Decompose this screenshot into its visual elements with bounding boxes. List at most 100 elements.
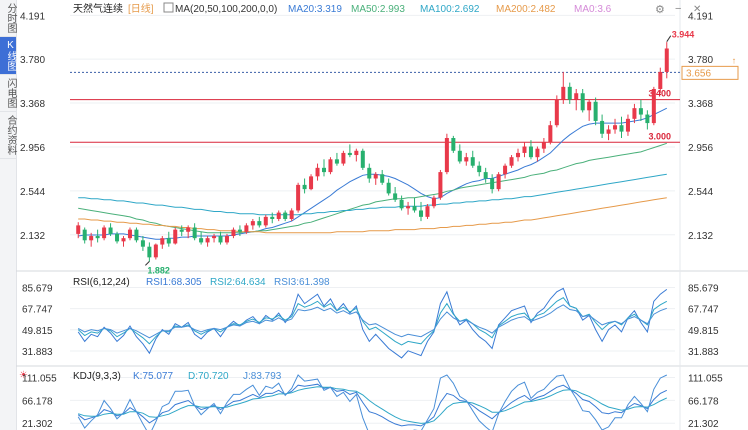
y-tick-label-left: 2.956 bbox=[20, 143, 45, 154]
candle-body bbox=[399, 199, 404, 209]
candle-body bbox=[431, 197, 436, 207]
candle-body bbox=[528, 146, 533, 158]
y-tick-label-right: 2.544 bbox=[688, 187, 713, 198]
candle-body bbox=[367, 167, 372, 179]
candle-body bbox=[496, 174, 501, 190]
candle-body bbox=[600, 120, 605, 134]
candle-body bbox=[328, 159, 333, 173]
candle-body bbox=[406, 206, 411, 209]
candle-body bbox=[477, 165, 482, 173]
candle-body bbox=[490, 178, 495, 190]
candle-body bbox=[186, 227, 191, 232]
candle-body bbox=[613, 125, 618, 130]
tab-timeshare[interactable]: 分时图 bbox=[0, 0, 16, 37]
candle-body bbox=[179, 229, 184, 232]
candle-body bbox=[289, 210, 294, 219]
indicator-line-d bbox=[78, 386, 668, 424]
candle-body bbox=[638, 108, 643, 115]
candle-body bbox=[483, 172, 488, 179]
candle-body bbox=[276, 212, 281, 219]
candle-body bbox=[522, 146, 527, 153]
indicator-line-rsi1 bbox=[77, 287, 668, 359]
current-price-label: 3.656 bbox=[686, 68, 711, 79]
y-tick-label-right: 3.780 bbox=[688, 55, 713, 66]
candle-body bbox=[334, 159, 339, 164]
candle-body bbox=[263, 216, 268, 226]
candle-body bbox=[567, 86, 572, 100]
candle-body bbox=[658, 71, 663, 89]
y-tick-label-left: 31.883 bbox=[22, 347, 53, 358]
tab-kline[interactable]: K线图 bbox=[0, 37, 16, 75]
y-tick-label-left: 3.780 bbox=[20, 55, 45, 66]
candle-body bbox=[127, 229, 132, 239]
indicator-toggle-icon[interactable] bbox=[163, 2, 174, 13]
candle-body bbox=[554, 99, 559, 126]
indicator-settings-icon[interactable]: ☀ bbox=[19, 370, 28, 381]
candle-body bbox=[237, 229, 242, 232]
ma-value-0: MA20:3.319 bbox=[288, 4, 342, 15]
candle-body bbox=[561, 86, 566, 100]
settings-icon[interactable]: ⚙ bbox=[655, 4, 665, 16]
reference-line-label: 3.000 bbox=[648, 131, 671, 141]
close-icon[interactable]: ✕ bbox=[693, 4, 701, 15]
candle-body bbox=[192, 227, 197, 239]
candle-body bbox=[347, 152, 352, 156]
indicator-value-0: RSI1:68.305 bbox=[146, 277, 202, 288]
candle-body bbox=[321, 167, 326, 173]
y-tick-label-left: 67.747 bbox=[22, 305, 53, 316]
high-label: 3.944 bbox=[672, 30, 695, 40]
candle-body bbox=[108, 227, 113, 234]
sidebar: 分时图 K线图 闪电图 合约资料 bbox=[0, 0, 17, 430]
candle-body bbox=[82, 229, 87, 241]
y-tick-label-right: 85.679 bbox=[688, 283, 719, 294]
minus-icon[interactable]: − bbox=[675, 3, 681, 15]
candle-body bbox=[574, 93, 579, 100]
y-tick-label-left: 4.191 bbox=[20, 11, 45, 22]
candle-body bbox=[302, 184, 307, 190]
y-tick-label-right: 4.191 bbox=[688, 11, 713, 22]
candle-body bbox=[309, 176, 314, 190]
ma-value-1: MA50:2.993 bbox=[351, 4, 405, 15]
ma-line-ma50 bbox=[78, 142, 667, 234]
candle-body bbox=[425, 206, 430, 217]
indicator-value-0: K:75.077 bbox=[133, 371, 173, 382]
candle-body bbox=[548, 125, 553, 143]
ma-line-ma20 bbox=[78, 107, 668, 240]
candle-body bbox=[76, 225, 81, 234]
candle-body bbox=[625, 118, 630, 132]
candle-body bbox=[224, 236, 229, 243]
period-label[interactable]: [日线] bbox=[128, 2, 154, 15]
tab-contract-info[interactable]: 合约资料 bbox=[0, 112, 16, 159]
candle-body bbox=[341, 152, 346, 164]
candle-body bbox=[444, 138, 449, 173]
collapse-arrow-icon[interactable]: ↑ bbox=[732, 55, 737, 65]
candle-body bbox=[102, 227, 107, 239]
candle-body bbox=[386, 182, 391, 194]
candle-body bbox=[632, 108, 637, 119]
y-tick-label-left: 111.055 bbox=[22, 374, 57, 385]
candle-body bbox=[438, 172, 443, 198]
candle-body bbox=[593, 101, 598, 121]
candle-body bbox=[315, 167, 320, 177]
candle-body bbox=[244, 225, 249, 232]
candle-body bbox=[464, 157, 469, 162]
candle-body bbox=[457, 150, 462, 162]
candle-body bbox=[160, 238, 165, 245]
reference-line-label: 3.400 bbox=[648, 89, 671, 99]
candle-body bbox=[250, 221, 255, 226]
y-tick-label-right: 31.883 bbox=[688, 347, 719, 358]
y-tick-label-left: 49.815 bbox=[22, 326, 53, 337]
candle-body bbox=[541, 142, 546, 149]
indicator-line-rsi2 bbox=[77, 297, 668, 346]
tab-flash[interactable]: 闪电图 bbox=[0, 75, 16, 112]
indicator-title: KDJ(9,3,3) bbox=[73, 371, 121, 382]
candle-body bbox=[645, 114, 650, 124]
candle-body bbox=[580, 93, 585, 111]
candle-body bbox=[231, 229, 236, 237]
ma-value-2: MA100:2.692 bbox=[420, 4, 480, 15]
candle-body bbox=[619, 125, 624, 132]
y-tick-label-left: 21.302 bbox=[22, 419, 53, 430]
candle-body bbox=[153, 244, 158, 258]
candle-body bbox=[354, 150, 359, 156]
